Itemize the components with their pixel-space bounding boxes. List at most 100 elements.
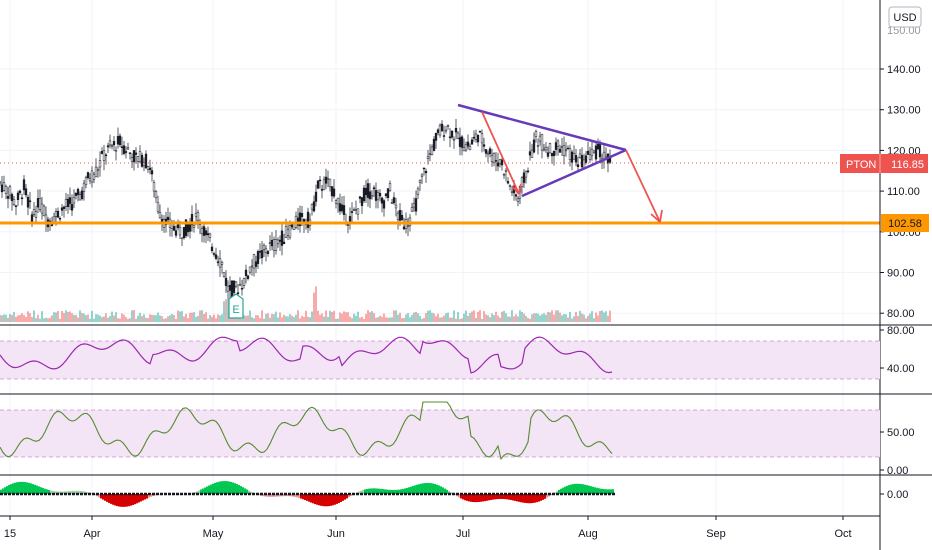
triangle-drawing[interactable] xyxy=(457,103,627,198)
candle-body xyxy=(144,153,148,169)
momentum-bar xyxy=(50,490,52,494)
momentum-bar xyxy=(136,494,138,504)
momentum-bar xyxy=(384,489,386,494)
volume-bar xyxy=(521,311,523,322)
volume-bar xyxy=(259,318,261,322)
candle-body xyxy=(172,226,176,231)
volume-bar xyxy=(443,315,445,322)
rsi-line[interactable] xyxy=(0,336,613,374)
volume-bar xyxy=(377,317,379,322)
volume-bar xyxy=(383,313,385,322)
volume-bar xyxy=(543,313,545,322)
volume-bar xyxy=(463,313,465,322)
momentum-bar xyxy=(476,494,478,503)
volume-bar xyxy=(437,313,439,322)
candle-body xyxy=(506,181,510,184)
momentum-bar xyxy=(298,494,300,498)
volume-bar xyxy=(191,312,193,322)
volume-bar xyxy=(369,312,371,322)
momentum-tick-0: 0.00 xyxy=(887,489,908,501)
momentum-bar xyxy=(508,494,510,500)
candle-body xyxy=(448,136,452,139)
candle-body xyxy=(426,156,430,159)
candle-body xyxy=(532,139,536,153)
candle-body xyxy=(492,153,496,163)
candle-body xyxy=(510,191,514,194)
candle-body xyxy=(564,149,568,152)
volume-bar xyxy=(75,314,77,322)
candle-body xyxy=(88,178,92,182)
candle-body xyxy=(128,152,132,154)
volume-bar xyxy=(279,312,281,322)
volume-bar xyxy=(485,314,487,322)
volume-bar xyxy=(23,315,25,322)
candle-body xyxy=(580,155,584,168)
volume-bar xyxy=(597,315,599,322)
momentum-bar xyxy=(204,487,206,494)
momentum-bar xyxy=(496,494,498,500)
currency-button[interactable]: USD xyxy=(888,6,922,28)
candle-body xyxy=(252,254,256,269)
momentum-bar xyxy=(228,481,230,494)
volume-bar xyxy=(561,315,563,322)
momentum-bar xyxy=(100,494,102,499)
volume-bar xyxy=(189,312,191,322)
volume-bar xyxy=(563,314,565,322)
volume-bar xyxy=(335,318,337,322)
volume-bar xyxy=(87,314,89,322)
earnings-marker[interactable]: E xyxy=(228,293,244,319)
candle-body xyxy=(310,204,314,210)
volume-bar xyxy=(607,315,609,322)
momentum-bar xyxy=(74,490,76,494)
candle-body xyxy=(102,150,106,161)
momentum-bar xyxy=(408,487,410,494)
candle-body xyxy=(530,149,534,158)
volume-bar xyxy=(83,313,85,322)
level-tag-price: 102.58 xyxy=(888,218,922,230)
volume-bar xyxy=(365,313,367,322)
candle-body xyxy=(378,192,382,197)
momentum-bar xyxy=(244,488,246,494)
momentum-bar xyxy=(462,494,464,500)
momentum-bar xyxy=(532,494,534,503)
candle-body xyxy=(110,144,114,147)
volume-bar xyxy=(605,311,607,322)
candle-body xyxy=(40,203,44,214)
candle-body xyxy=(568,148,572,161)
candle-body xyxy=(340,204,344,212)
candle-body xyxy=(238,283,242,286)
price-tick-label: 140.00 xyxy=(887,64,921,76)
price-tick-label: 80.00 xyxy=(887,308,915,320)
candle-body xyxy=(460,136,464,148)
volume-bar xyxy=(473,310,475,322)
stoch-line[interactable] xyxy=(0,401,613,461)
candle-body xyxy=(188,223,192,232)
volume-bar xyxy=(447,312,449,322)
momentum-bar xyxy=(516,494,518,502)
volume-bar xyxy=(165,318,167,322)
candle-body xyxy=(78,194,82,201)
momentum-histogram[interactable] xyxy=(0,481,615,507)
volume-bar xyxy=(483,311,485,322)
volume-bar xyxy=(85,315,87,322)
volume-bar xyxy=(69,311,71,322)
arrow-down-2[interactable] xyxy=(625,149,663,223)
candle-body xyxy=(228,284,232,291)
volume-bar xyxy=(305,310,307,322)
volume-bar xyxy=(415,311,417,322)
volume-bar xyxy=(151,314,153,322)
momentum-bar xyxy=(80,490,82,494)
arrow-down-1[interactable] xyxy=(481,111,522,195)
volume-bar xyxy=(133,310,135,322)
volume-bar xyxy=(177,310,179,322)
candle-body xyxy=(544,146,548,151)
momentum-bar xyxy=(596,487,598,494)
volume-bar xyxy=(433,313,435,322)
volume-bar xyxy=(31,317,33,322)
momentum-bar xyxy=(590,486,592,494)
time-axis[interactable]: 15 Apr May Jun Jul Aug Sep Oct xyxy=(4,516,852,540)
candle-body xyxy=(496,162,500,167)
momentum-bar xyxy=(378,488,380,494)
